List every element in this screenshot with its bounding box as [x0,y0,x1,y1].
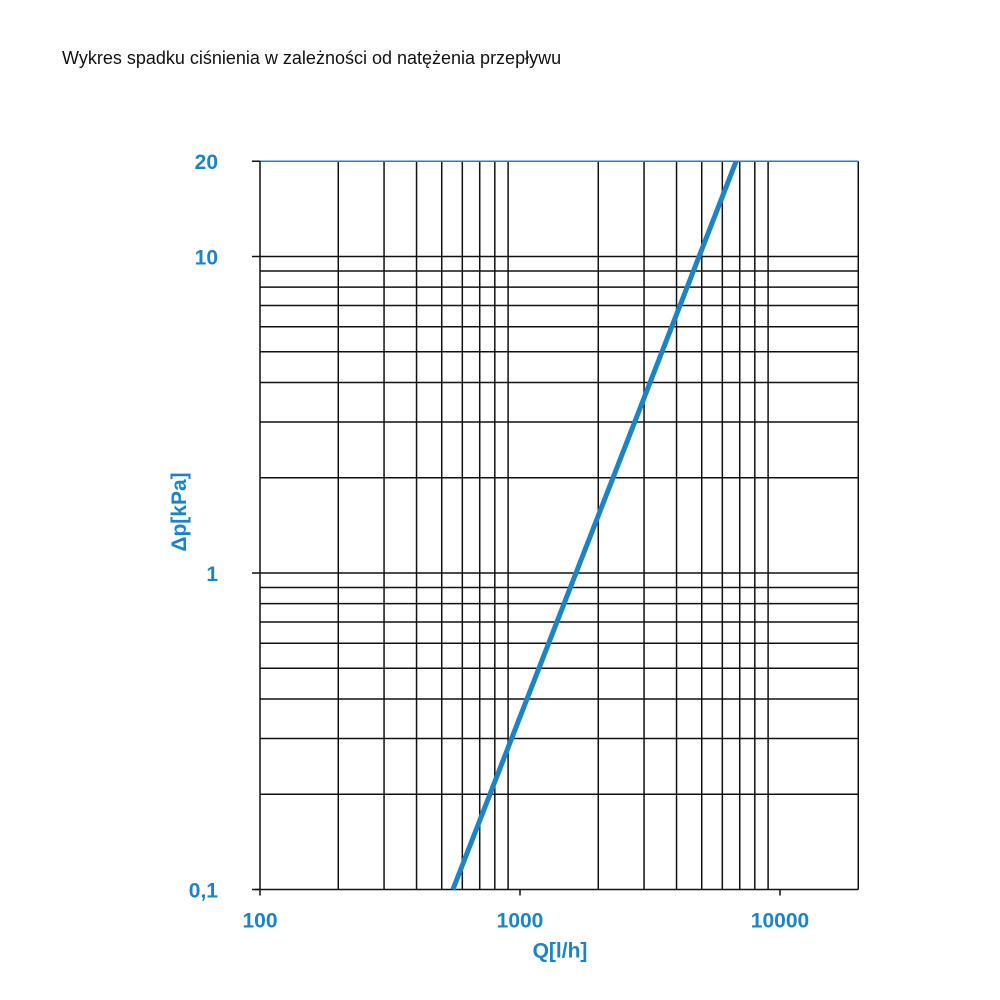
x-tick-label: 1000 [497,910,544,933]
x-tick-label: 10000 [751,910,809,933]
y-tick-label: 20 [195,151,218,174]
y-tick-label: 1 [206,563,218,586]
chart-title: Wykres spadku ciśnienia w zależności od … [62,48,562,68]
x-axis-label: Q[l/h] [533,940,588,963]
y-tick-label: 10 [195,247,218,270]
series-line [450,160,739,891]
x-tick-label: 100 [242,910,277,933]
y-tick-label: 0,1 [189,880,219,903]
y-axis-label: Δp[kPa] [168,472,191,551]
